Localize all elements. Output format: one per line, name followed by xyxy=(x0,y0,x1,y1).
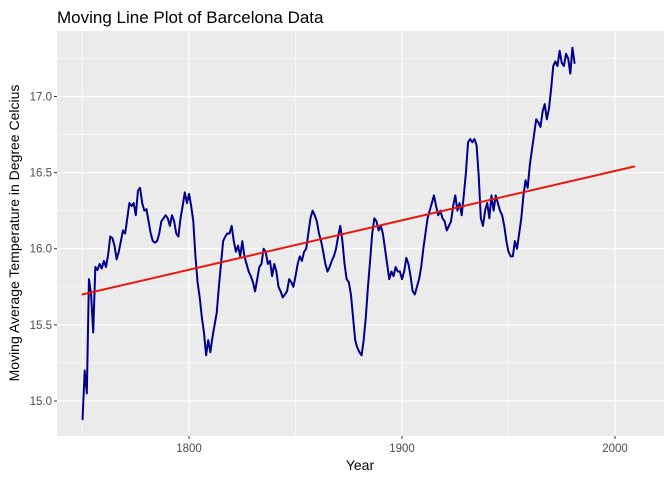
x-tick-label: 1900 xyxy=(389,443,415,455)
trend-line xyxy=(81,165,636,296)
chart-title: Moving Line Plot of Barcelona Data xyxy=(57,8,324,27)
y-axis-title: Moving Average Temperature in Degree Cel… xyxy=(6,85,22,382)
major-gridlines xyxy=(57,31,664,436)
y-tick-label: 17.0 xyxy=(30,91,52,103)
y-tick-label: 16.0 xyxy=(30,244,52,256)
y-tick-label: 16.5 xyxy=(30,168,52,180)
y-axis: 15.0 15.5 16.0 16.5 17.0 xyxy=(30,91,57,408)
x-axis-title: Year xyxy=(346,457,375,473)
x-tick-label: 1800 xyxy=(176,443,202,455)
y-tick-label: 15.0 xyxy=(30,396,52,408)
minor-gridlines xyxy=(57,31,664,436)
y-tick-label: 15.5 xyxy=(30,320,52,332)
plot-panel xyxy=(57,31,664,436)
series-layer xyxy=(81,46,636,421)
moving-average-line xyxy=(81,46,576,421)
x-axis: 1800 1900 2000 xyxy=(176,436,628,455)
x-tick-label: 2000 xyxy=(602,443,628,455)
